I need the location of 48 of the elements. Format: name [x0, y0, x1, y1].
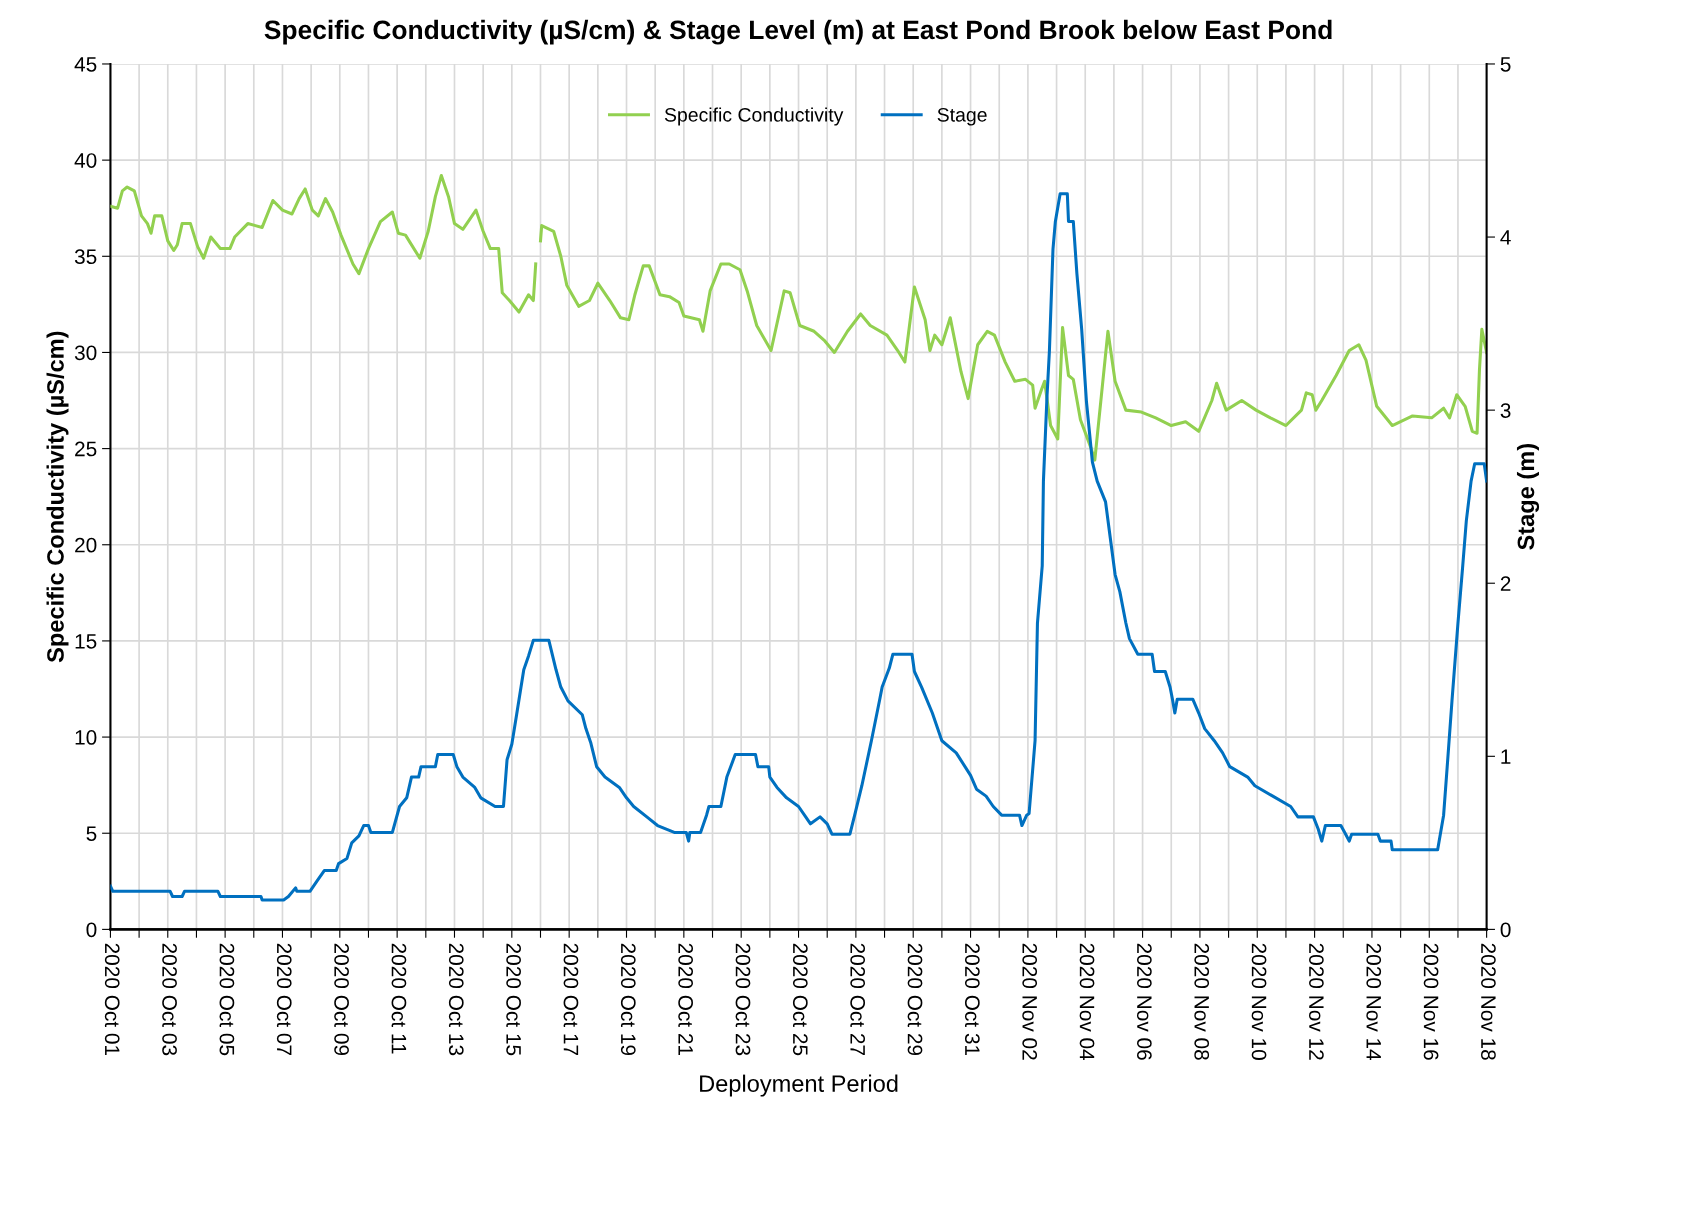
- y-tick-label: 25: [75, 441, 97, 457]
- x-tick-label: 2020 Oct 09: [334, 943, 349, 1056]
- y2-tick-label: 4: [1500, 230, 1511, 245]
- y-tick-label: 30: [74, 345, 97, 361]
- x-tick-label: 2020 Nov 08: [1194, 943, 1210, 1060]
- chart-title: Specific Conductivity (µS/cm) & Stage Level (m) at East Pond Brook below East Pond: [264, 19, 1332, 45]
- y2-tick-label: 1: [1501, 749, 1511, 764]
- x-tick-label: 2020 Oct 29: [907, 943, 923, 1056]
- x-axis-title: Deployment Period: [700, 1074, 898, 1097]
- x-tick-label: 2020 Nov 12: [1309, 943, 1324, 1060]
- x-tick-label: 2020 Oct 23: [735, 943, 751, 1056]
- legend-label: Stage: [937, 107, 987, 126]
- y-tick-label: 0: [86, 922, 97, 938]
- legend-label: Specific Conductivity: [664, 107, 844, 126]
- x-tick-label: 2020 Nov 14: [1366, 943, 1382, 1061]
- y2-axis-title: Stage (m): [1516, 444, 1540, 550]
- x-tick-label: 2020 Oct 31: [964, 943, 980, 1056]
- y-tick-label: 10: [75, 730, 97, 745]
- x-tick-label: 2020 Nov 16: [1423, 943, 1439, 1060]
- x-tick-label: 2020 Oct 03: [162, 943, 177, 1056]
- y-tick-label: 15: [75, 634, 97, 649]
- x-tick-label: 2020 Oct 11: [391, 943, 407, 1054]
- line-series: [110, 192, 1487, 902]
- y-tick-label: 5: [86, 826, 97, 841]
- x-tick-label: 2020 Nov 06: [1136, 943, 1152, 1060]
- y2-tick-label: 3: [1500, 403, 1511, 418]
- x-tick-label: 2020 Oct 05: [219, 943, 235, 1056]
- x-tick-label: 2020 Oct 15: [506, 943, 521, 1056]
- x-tick-label: 2020 Oct 07: [276, 943, 292, 1056]
- y-tick-label: 40: [74, 153, 97, 168]
- y2-tick-label: 2: [1500, 576, 1511, 591]
- x-tick-label: 2020 Oct 25: [792, 943, 808, 1056]
- x-tick-label: 2020 Oct 17: [563, 943, 579, 1056]
- x-tick-label: 2020 Oct 13: [448, 943, 464, 1056]
- x-tick-label: 2020 Nov 02: [1022, 943, 1038, 1060]
- y-tick-label: 20: [75, 537, 97, 553]
- y-axis-title: Specific Conductivity (µS/cm): [46, 331, 69, 663]
- x-tick-label: 2020 Oct 27: [850, 943, 866, 1056]
- x-tick-label: 2020 Nov 10: [1251, 943, 1267, 1060]
- x-tick-label: 2020 Oct 19: [620, 943, 636, 1056]
- y2-tick-label: 5: [1500, 57, 1511, 72]
- x-tick-label: 2020 Nov 18: [1481, 943, 1496, 1060]
- y-tick-label: 35: [74, 249, 97, 265]
- x-tick-label: 2020 Oct 21: [678, 943, 694, 1056]
- y-tick-label: 45: [74, 57, 97, 72]
- y2-tick-label: 0: [1500, 922, 1511, 938]
- x-tick-label: 2020 Nov 04: [1079, 943, 1095, 1061]
- x-tick-label: 2020 Oct 01: [104, 943, 120, 1056]
